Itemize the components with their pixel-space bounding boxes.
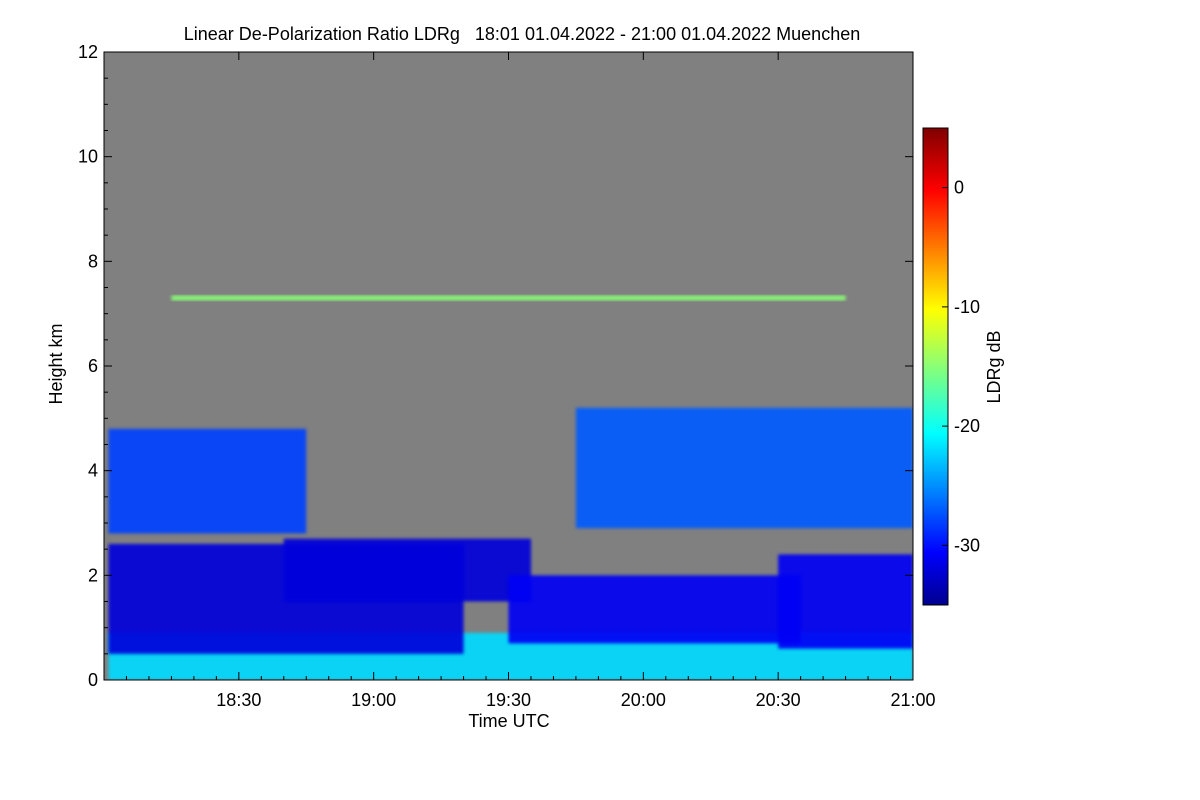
colorbar-tick-label: -30 xyxy=(954,535,980,555)
x-tick-label: 19:30 xyxy=(486,690,531,710)
heatmap-cell-4 xyxy=(508,575,801,644)
y-tick-label: 10 xyxy=(78,147,98,167)
x-axis: 18:30 19:00 19:30 20:00 20:30 21:00 xyxy=(125,52,936,710)
y-tick-label: 8 xyxy=(88,251,98,271)
x-tick-label: 19:00 xyxy=(351,690,396,710)
y-axis: 0 2 4 6 8 10 12 xyxy=(78,42,913,690)
colorbar-ticks: 0 -10 -20 -30 xyxy=(942,178,980,555)
y-tick-label: 12 xyxy=(78,42,98,62)
heatmap-cell-5 xyxy=(575,407,913,529)
x-axis-label: Time UTC xyxy=(468,711,549,731)
chart-title: Linear De-Polarization Ratio LDRg 18:01 … xyxy=(184,24,860,44)
colorbar xyxy=(922,127,949,606)
y-tick-label: 4 xyxy=(88,461,98,481)
y-tick-label: 2 xyxy=(88,565,98,585)
x-tick-label: 20:30 xyxy=(756,690,801,710)
x-tick-label: 20:00 xyxy=(621,690,666,710)
heatmap-cell-2 xyxy=(108,428,307,534)
y-tick-label: 0 xyxy=(88,670,98,690)
colorbar-tick-label: 0 xyxy=(954,178,964,198)
colorbar-tick-label: -10 xyxy=(954,297,980,317)
heatmap-cell-6 xyxy=(778,554,913,649)
colorbar-tick-label: -20 xyxy=(954,416,980,436)
y-tick-label: 6 xyxy=(88,356,98,376)
heatmap-cell-3 xyxy=(283,538,531,602)
y-axis-label: Height km xyxy=(46,323,66,404)
heatmap-layer xyxy=(108,295,913,680)
colorbar-label: LDRg dB xyxy=(984,330,1004,403)
heatmap-cell-7 xyxy=(171,295,846,301)
x-tick-label: 18:30 xyxy=(216,690,261,710)
x-tick-label: 21:00 xyxy=(890,690,935,710)
